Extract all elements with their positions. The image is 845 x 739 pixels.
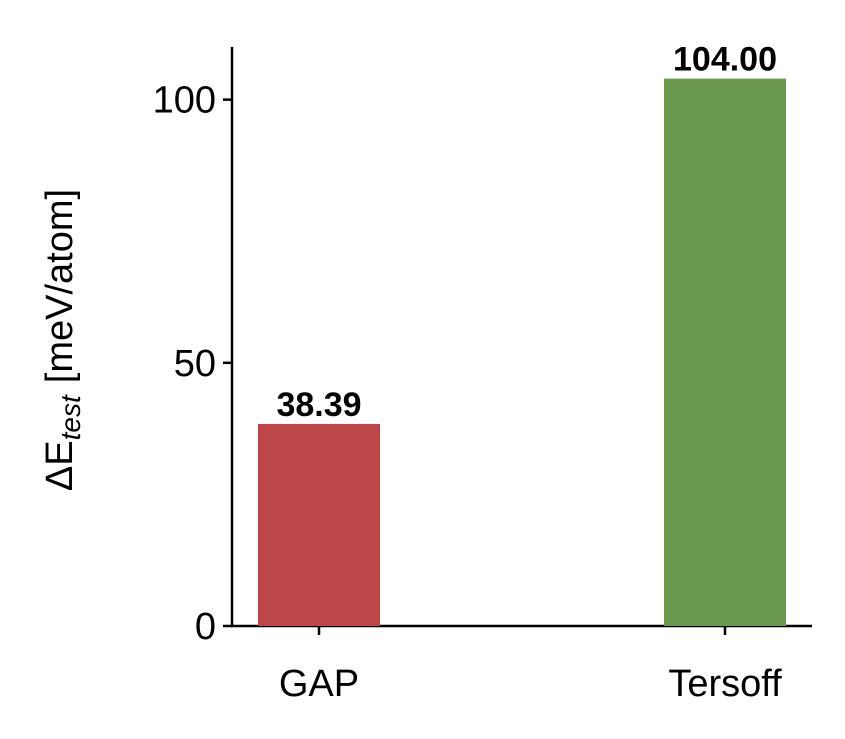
- y-label-subscript: test: [55, 394, 86, 440]
- y-axis-label: ΔEtest [meV/atom]: [39, 189, 86, 491]
- x-tick-label: GAP: [279, 663, 359, 705]
- bar: [258, 423, 380, 626]
- value-label: 104.00: [673, 41, 777, 79]
- y-tick-label: 0: [195, 606, 216, 648]
- y-tick-label: 100: [153, 80, 216, 122]
- value-label: 38.39: [276, 386, 361, 424]
- bar: [664, 78, 786, 627]
- y-label-unit: [meV/atom]: [39, 189, 81, 383]
- y-tick-label: 50: [174, 343, 216, 385]
- x-tick-label: Tersoff: [668, 663, 782, 705]
- y-label-main: ΔE: [39, 440, 81, 491]
